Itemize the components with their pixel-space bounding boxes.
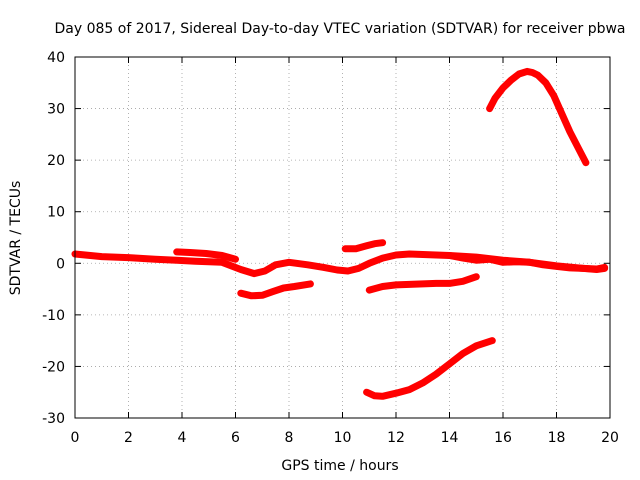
series-arc-10h	[341, 239, 387, 253]
y-tick-label: -30	[42, 411, 65, 427]
series-arc-15h-high	[486, 67, 590, 167]
series-arc-14h	[446, 252, 609, 273]
data-series-group	[71, 67, 609, 400]
axes: 0 2 4 6 8 10 12 14 16 18 20 -30 -20 -10 0 10 20 30 40	[42, 50, 619, 446]
x-tick-label: 20	[601, 430, 619, 446]
x-tick-label: 0	[71, 430, 80, 446]
x-axis-label: GPS time / hours	[281, 458, 398, 474]
y-tick-label: 10	[47, 205, 65, 221]
y-tick-label: 0	[56, 256, 65, 272]
series-arc-11h-minus25	[363, 337, 496, 400]
x-tick-label: 14	[441, 430, 459, 446]
grid-lines	[75, 57, 610, 418]
x-tick-label: 16	[494, 430, 512, 446]
x-tick-label: 10	[334, 430, 352, 446]
x-tick-label: 2	[124, 430, 133, 446]
series-arc-6h	[237, 280, 314, 300]
y-tick-label: -10	[42, 308, 65, 324]
y-tick-label: -20	[42, 359, 65, 375]
x-tick-label: 6	[231, 430, 240, 446]
chart-title: Day 085 of 2017, Sidereal Day-to-day VTE…	[54, 21, 625, 37]
series-arc-11h-minus5	[365, 273, 480, 294]
x-tick-label: 8	[285, 430, 294, 446]
y-axis-label: SDTVAR / TECUs	[8, 181, 24, 296]
x-tick-label: 12	[387, 430, 405, 446]
x-tick-label: 4	[178, 430, 187, 446]
x-tick-label: 18	[548, 430, 566, 446]
y-tick-label: 40	[47, 50, 65, 66]
y-tick-label: 20	[47, 153, 65, 169]
y-tick-label: 30	[47, 102, 65, 118]
series-arc-4h	[173, 248, 239, 263]
